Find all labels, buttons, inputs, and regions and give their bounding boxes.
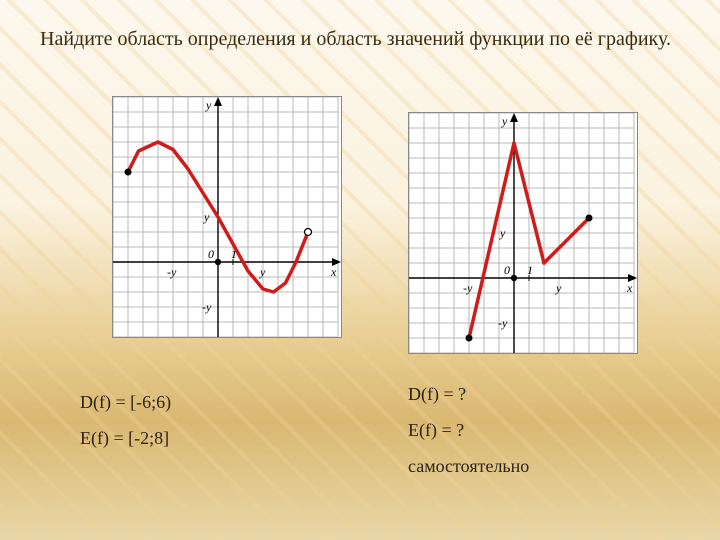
svg-text:у: у	[203, 210, 210, 224]
svg-text:1: 1	[231, 247, 237, 261]
svg-text:1: 1	[527, 263, 533, 277]
answer-line: самостоятельно	[408, 448, 529, 484]
answer-line: D(f) = [-6;6)	[80, 384, 171, 420]
answer-line: D(f) = ?	[408, 376, 529, 412]
answer-line: E(f) = ?	[408, 412, 529, 448]
svg-text:у: у	[259, 265, 266, 279]
svg-text:-у: -у	[167, 265, 177, 279]
svg-text:у: у	[499, 226, 506, 240]
answers-right: D(f) = ?E(f) = ?самостоятельно	[408, 376, 529, 484]
svg-text:y: y	[205, 98, 212, 112]
svg-text:0: 0	[504, 263, 510, 277]
svg-text:x: x	[626, 281, 633, 295]
answers-left: D(f) = [-6;6)E(f) = [-2;8]	[80, 384, 171, 456]
svg-text:-у: -у	[463, 281, 473, 295]
svg-text:-у: -у	[202, 300, 212, 314]
slide-title: Найдите область определения и область зн…	[40, 28, 690, 51]
svg-text:-у: -у	[498, 316, 508, 330]
chart-right: y x 0 1 у -у у -у	[408, 112, 638, 354]
svg-text:0: 0	[208, 247, 214, 261]
answer-line: E(f) = [-2;8]	[80, 420, 171, 456]
svg-text:y: y	[501, 114, 508, 128]
svg-text:x: x	[330, 265, 337, 279]
svg-text:у: у	[555, 281, 562, 295]
chart-left: y x 0 1 у -у у -у	[112, 96, 342, 338]
